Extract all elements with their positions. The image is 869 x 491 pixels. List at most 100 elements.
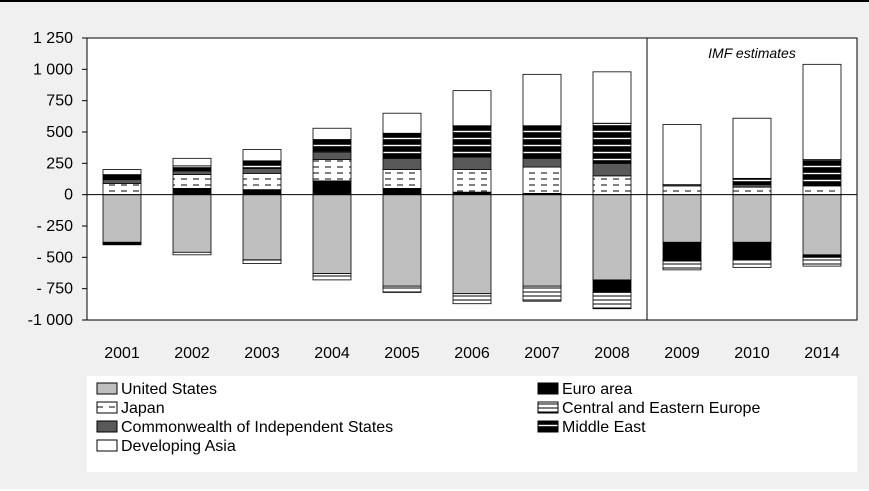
y-axis: 1 250 1 000 750 500 250 0 - 250 - 500 - 750 -1 00… bbox=[28, 30, 87, 329]
bar-segment-middle-east bbox=[242, 160, 282, 169]
legend-label: Commonwealth of Independent States bbox=[121, 419, 393, 436]
x-tick-label: 2014 bbox=[804, 345, 840, 362]
legend-label: Central and Eastern Europe bbox=[562, 400, 760, 417]
x-tick-label: 2009 bbox=[664, 345, 700, 362]
legend-item-euro-area: Euro area bbox=[537, 381, 632, 398]
bar-group-2009 bbox=[662, 124, 702, 271]
y-tick-label: - 500 bbox=[37, 249, 74, 266]
bar-segment-central-and-eastern-europe bbox=[312, 273, 352, 281]
bar-segment-developing-asia bbox=[452, 90, 492, 127]
y-tick-label: - 750 bbox=[37, 281, 74, 298]
bar-segment-japan bbox=[312, 159, 352, 182]
bar-segment-united-states bbox=[312, 194, 352, 275]
legend-label: Developing Asia bbox=[121, 438, 236, 455]
bar-group-2008 bbox=[592, 71, 632, 310]
bar-segment-japan bbox=[172, 174, 212, 189]
bar-segment-developing-asia bbox=[592, 71, 632, 124]
legend-swatch bbox=[96, 439, 118, 452]
bar-segment-japan bbox=[102, 182, 142, 196]
bar-segment-euro-area bbox=[312, 180, 352, 196]
bar-segment-central-and-eastern-europe bbox=[662, 260, 702, 271]
bar-segment-central-and-eastern-europe bbox=[382, 285, 422, 293]
bar-group-2007 bbox=[522, 73, 562, 302]
bar-group-2006 bbox=[452, 90, 492, 305]
bar-segment-united-states bbox=[382, 194, 422, 287]
bar-segment-commonwealth-of-independent-states bbox=[452, 156, 492, 170]
bar-segment-japan bbox=[802, 185, 842, 196]
y-tick-label: 250 bbox=[46, 155, 73, 172]
x-tick-label: 2006 bbox=[454, 345, 490, 362]
x-tick-label: 2001 bbox=[104, 345, 140, 362]
legend-swatch bbox=[96, 382, 118, 395]
legend-item-united-states: United States bbox=[96, 381, 217, 398]
x-axis: 2001 2002 2003 2004 2005 2006 2007 2008 2009 2010… bbox=[104, 345, 840, 362]
bar-segment-euro-area bbox=[242, 189, 282, 196]
legend-item-middle-east: Middle East bbox=[537, 419, 646, 436]
bar-segment-euro-area bbox=[172, 187, 212, 196]
bar-segment-central-and-eastern-europe bbox=[732, 259, 772, 268]
legend-item-japan: Japan bbox=[96, 400, 165, 417]
y-tick-label: 0 bbox=[64, 187, 73, 204]
y-tick-label: -1 000 bbox=[28, 312, 73, 329]
bar-group-2014 bbox=[802, 63, 842, 267]
legend-swatch bbox=[96, 401, 118, 414]
bar-segment-middle-east bbox=[312, 139, 352, 153]
legend-swatch bbox=[96, 420, 118, 433]
bar-group-2001 bbox=[102, 169, 142, 246]
y-tick-label: 750 bbox=[46, 93, 73, 110]
legend-swatch bbox=[537, 382, 559, 395]
bar-segment-united-states bbox=[452, 194, 492, 295]
bar-segment-united-states bbox=[662, 194, 702, 243]
x-tick-label: 2007 bbox=[524, 345, 560, 362]
bar-group-2010 bbox=[732, 117, 772, 268]
bar-segment-middle-east bbox=[102, 174, 142, 181]
legend-background bbox=[87, 376, 857, 472]
bar-segment-commonwealth-of-independent-states bbox=[382, 157, 422, 171]
x-tick-label: 2002 bbox=[174, 345, 210, 362]
bar-segment-japan bbox=[662, 185, 702, 196]
bar-segment-central-and-eastern-europe bbox=[592, 292, 632, 310]
bar-segment-united-states bbox=[732, 194, 772, 243]
bar-segment-euro-area bbox=[382, 187, 422, 196]
bar-segment-developing-asia bbox=[102, 169, 142, 176]
legend-label: United States bbox=[121, 381, 217, 398]
legend: United States Euro area Japan Central and E… bbox=[87, 376, 857, 472]
y-tick-label: - 250 bbox=[37, 218, 74, 235]
bar-segment-middle-east bbox=[802, 159, 842, 187]
bar-segment-euro-area bbox=[732, 241, 772, 261]
bar-segment-commonwealth-of-independent-states bbox=[312, 151, 352, 160]
plot-area: 1 250 1 000 750 500 250 0 - 250 - 500 - 750 -1 00… bbox=[28, 30, 858, 362]
bar-segment-middle-east bbox=[522, 125, 562, 159]
bar-segment-central-and-eastern-europe bbox=[242, 259, 282, 264]
bar-segment-united-states bbox=[172, 194, 212, 253]
bar-segment-united-states bbox=[802, 194, 842, 256]
bar-segment-developing-asia bbox=[732, 117, 772, 179]
bar-segment-euro-area bbox=[592, 279, 632, 293]
bar-segment-middle-east bbox=[452, 125, 492, 158]
legend-label: Japan bbox=[121, 400, 165, 417]
bar-segment-commonwealth-of-independent-states bbox=[242, 167, 282, 174]
bar-segment-developing-asia bbox=[242, 149, 282, 162]
bar-segment-japan bbox=[522, 166, 562, 194]
bar-segment-japan bbox=[242, 172, 282, 191]
bar-segment-central-and-eastern-europe bbox=[522, 285, 562, 302]
bar-group-2004 bbox=[312, 127, 352, 281]
bar-segment-central-and-eastern-europe bbox=[172, 251, 212, 256]
bar-group-2002 bbox=[172, 157, 212, 256]
bar-segment-japan bbox=[592, 175, 632, 196]
bar-segment-developing-asia bbox=[382, 112, 422, 134]
bar-segment-middle-east bbox=[592, 122, 632, 164]
x-tick-label: 2010 bbox=[734, 345, 770, 362]
bar-segment-commonwealth-of-independent-states bbox=[102, 179, 142, 184]
y-tick-label: 1 250 bbox=[33, 30, 73, 47]
y-tick-label: 500 bbox=[46, 124, 73, 141]
bar-segment-middle-east bbox=[732, 177, 772, 186]
bar-group-2005 bbox=[382, 112, 422, 293]
bar-segment-japan bbox=[382, 169, 422, 189]
x-tick-label: 2004 bbox=[314, 345, 350, 362]
bar-segment-developing-asia bbox=[312, 127, 352, 140]
legend-item-central-and-eastern-europe: Central and Eastern Europe bbox=[537, 400, 760, 417]
bar-segment-commonwealth-of-independent-states bbox=[592, 162, 632, 177]
bar-segment-euro-area bbox=[662, 241, 702, 262]
